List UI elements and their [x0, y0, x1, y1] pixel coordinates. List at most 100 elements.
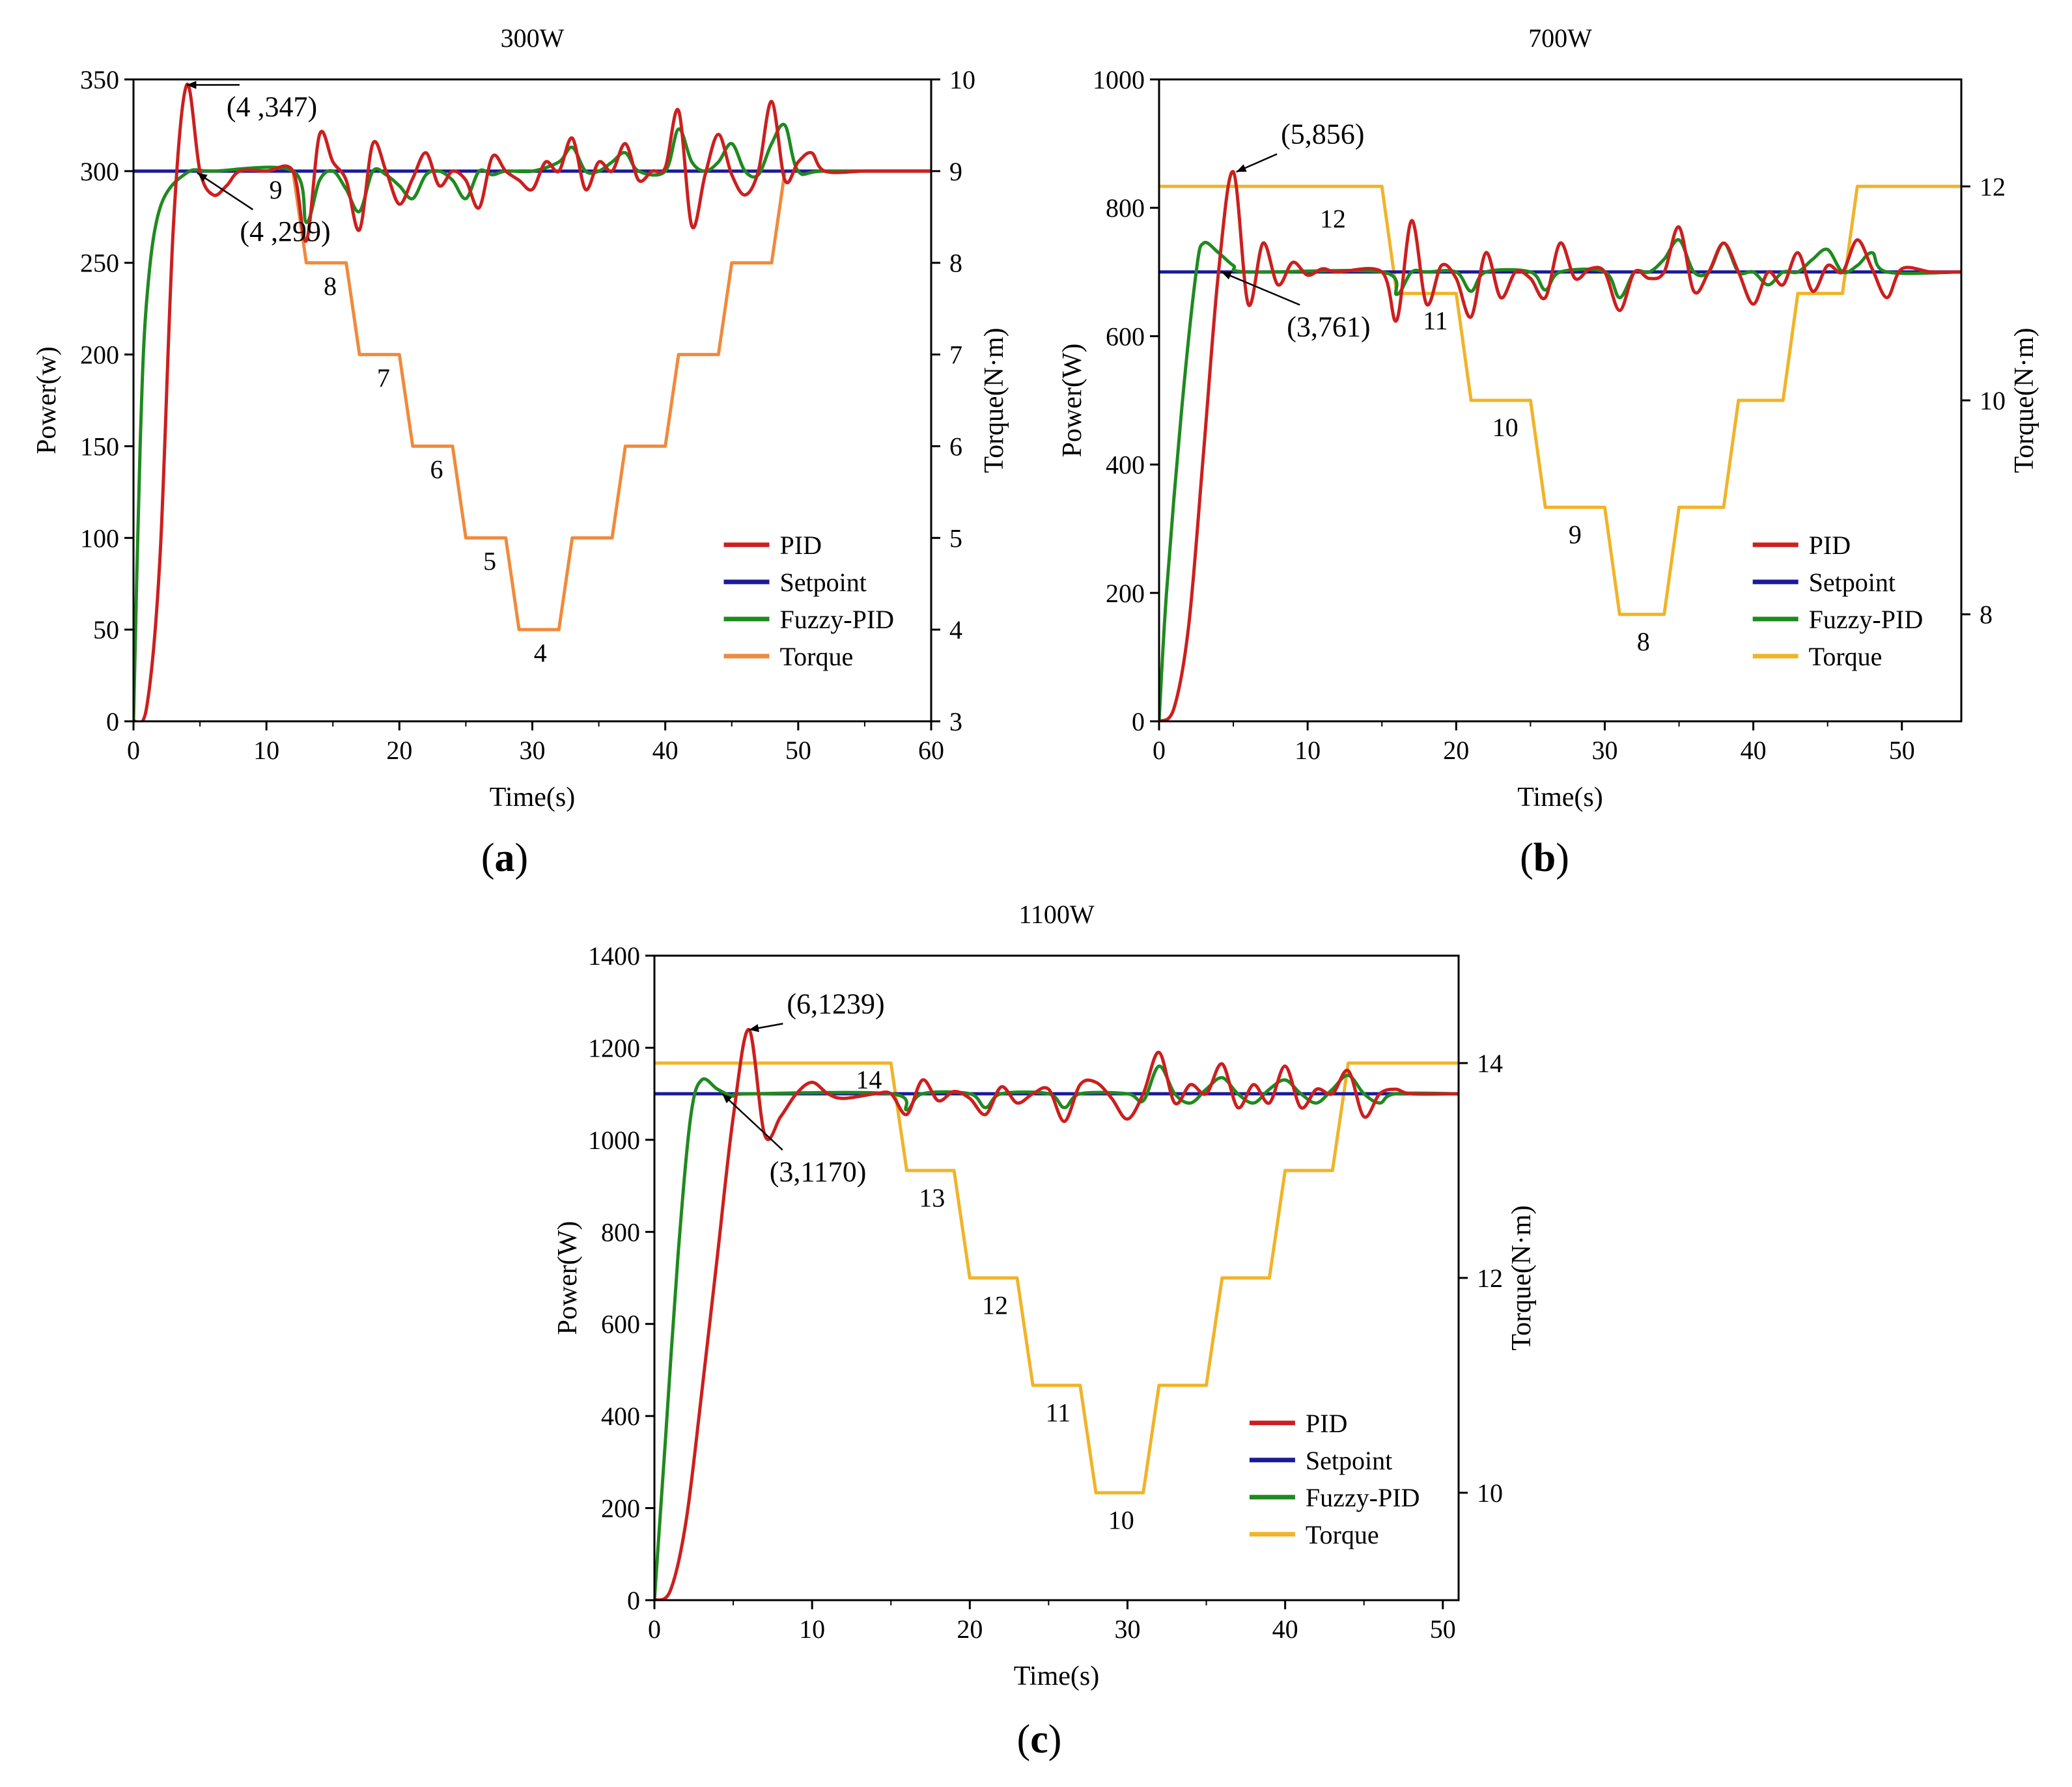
- x-tick-label: 30: [1114, 1614, 1140, 1644]
- annotation-arrowhead: [1221, 271, 1232, 280]
- annotation-arrow: [197, 172, 254, 210]
- plot-frame: [653, 954, 1460, 1601]
- annotation-arrowhead: [749, 1024, 759, 1032]
- torque-step-label: 5: [483, 547, 496, 576]
- y-tick-label: 400: [601, 1402, 640, 1431]
- torque-step-label: 12: [1320, 204, 1346, 234]
- y-tick-label: 250: [80, 249, 119, 278]
- annotation-arrowhead: [186, 81, 197, 89]
- legend-label: PID: [780, 531, 822, 560]
- y-tick-label: 350: [80, 65, 119, 94]
- annotation-label: (3,761): [1287, 311, 1370, 342]
- y-tick-label: 200: [601, 1494, 640, 1523]
- x-tick-label: 40: [1272, 1614, 1298, 1644]
- annotation-arrowhead: [722, 1094, 733, 1103]
- annotation-label: (4 ,347): [227, 90, 317, 122]
- torque-step-label: 4: [534, 638, 547, 667]
- series-line-fuzzy-pid: [1159, 238, 1961, 721]
- y2-tick-label: 10: [1980, 386, 2006, 415]
- chart-a: 300W 0 10 20 30 40 50 60 0 50 100 150 200 250 300 350 3 4…: [32, 23, 1009, 880]
- y2-tick-label: 3: [949, 707, 962, 736]
- x-tick-label: 10: [253, 736, 279, 765]
- legend-label: PID: [1306, 1409, 1347, 1438]
- series-line-torque: [1159, 184, 1961, 616]
- y2-tick-label: 7: [949, 340, 962, 370]
- plot-area: [1159, 170, 1961, 721]
- y-tick-label: 0: [106, 707, 119, 736]
- y-tick-label: 200: [80, 340, 119, 370]
- legend-label: Setpoint: [780, 568, 867, 597]
- y-tick-label: 0: [1132, 707, 1145, 736]
- x-tick-label: 20: [386, 736, 412, 765]
- torque-step-label: 9: [1569, 519, 1582, 549]
- legend-label: Fuzzy-PID: [1306, 1483, 1420, 1512]
- torque-step-label: 10: [1108, 1505, 1134, 1534]
- y-tick-label: 0: [627, 1586, 640, 1615]
- y2-axis-label: Torque(N·m): [979, 327, 1009, 473]
- legend-label: PID: [1809, 531, 1851, 560]
- y-tick-label: 800: [601, 1217, 640, 1247]
- series-line-pid: [1159, 170, 1961, 721]
- legend-label: Torque: [780, 642, 854, 671]
- annotation-label: (5,856): [1281, 118, 1364, 150]
- x-tick-label: 50: [1889, 736, 1915, 765]
- series-line-torque: [133, 169, 931, 631]
- torque-step-label: 9: [269, 175, 282, 204]
- x-tick-label: 20: [1443, 736, 1469, 765]
- y2-axis-label: Torque(N·m): [2009, 327, 2039, 473]
- chart-b: 700W 0 10 20 30 40 50 0 200 400 600 800 1000 8 10 12 Tim…: [1057, 23, 2039, 880]
- y2-axis-label: Torque(N·m): [1507, 1205, 1537, 1350]
- y-axis-label: Power(W): [553, 1221, 583, 1335]
- annotation-arrow: [1221, 271, 1300, 306]
- torque-step-label: 8: [324, 271, 337, 301]
- legend-label: Setpoint: [1809, 568, 1896, 597]
- panel-label: (b): [1520, 836, 1569, 880]
- panel-label: (c): [1017, 1717, 1062, 1762]
- y2-tick-label: 4: [949, 615, 962, 644]
- y2-tick-label: 6: [949, 432, 962, 461]
- torque-step-label: 8: [1637, 627, 1650, 656]
- x-axis-label: Time(s): [490, 783, 575, 812]
- legend-label: Torque: [1809, 642, 1883, 671]
- legend-label: Fuzzy-PID: [1809, 605, 1924, 634]
- series-line-torque: [654, 1061, 1459, 1495]
- annotation-arrowhead: [1236, 164, 1247, 172]
- x-tick-label: 10: [1295, 736, 1321, 765]
- torque-step-label: 11: [1423, 306, 1448, 335]
- y-tick-label: 1400: [588, 941, 640, 971]
- series-line-fuzzy-pid: [133, 122, 931, 721]
- annotation-label: (3,1170): [770, 1156, 867, 1188]
- annotation-arrowhead: [197, 173, 208, 182]
- x-tick-label: 20: [957, 1614, 983, 1644]
- annotation-label: (6,1239): [787, 988, 884, 1019]
- series-line-pid: [654, 1028, 1459, 1600]
- y-tick-label: 600: [601, 1310, 640, 1339]
- chart-c: 1100W 0 10 20 30 40 50 0 200 400 600 800 1000 1200 140…: [553, 900, 1537, 1762]
- y2-tick-label: 8: [949, 249, 962, 278]
- x-tick-label: 50: [1430, 1614, 1456, 1644]
- torque-step-label: 7: [377, 363, 390, 393]
- series-line-fuzzy-pid: [654, 1064, 1459, 1600]
- x-tick-label: 0: [648, 1614, 661, 1644]
- y2-tick-label: 5: [949, 523, 962, 553]
- y-tick-label: 1000: [1093, 65, 1145, 94]
- x-tick-label: 60: [918, 736, 944, 765]
- y-tick-label: 600: [1106, 322, 1145, 351]
- x-tick-label: 40: [652, 736, 679, 765]
- x-axis-label: Time(s): [1517, 783, 1603, 812]
- y2-tick-label: 10: [949, 65, 975, 94]
- torque-step-label: 12: [982, 1290, 1008, 1320]
- x-tick-label: 0: [127, 736, 140, 765]
- plot-frame: [132, 78, 932, 723]
- panel-label: (a): [481, 836, 528, 880]
- x-tick-label: 0: [1153, 736, 1166, 765]
- plot-frame: [1158, 78, 1963, 723]
- y-axis-label: Power(W): [1057, 344, 1087, 458]
- y2-tick-label: 12: [1980, 172, 2006, 201]
- y-tick-label: 1200: [588, 1033, 640, 1062]
- y-axis-label: Power(w): [32, 346, 62, 454]
- y-tick-label: 1000: [588, 1126, 640, 1155]
- y2-tick-label: 9: [949, 157, 962, 186]
- y-tick-label: 300: [80, 157, 119, 186]
